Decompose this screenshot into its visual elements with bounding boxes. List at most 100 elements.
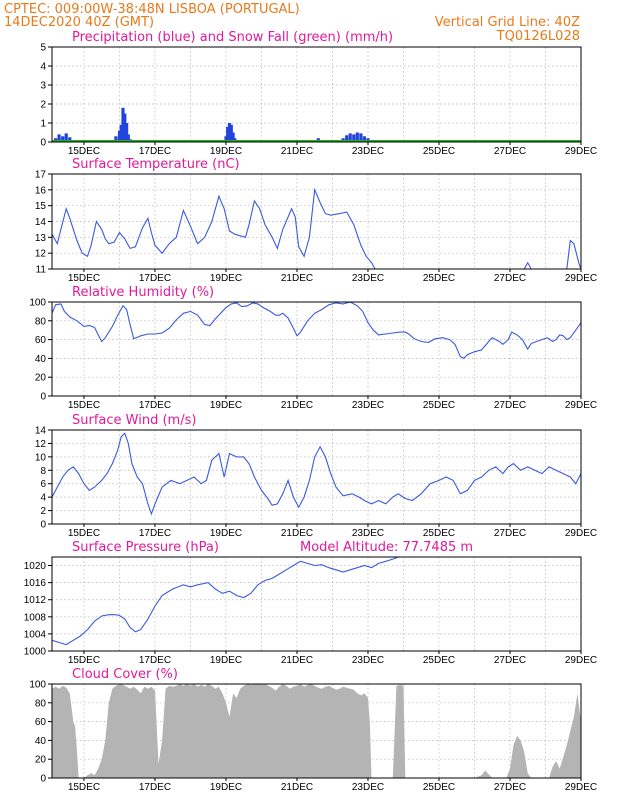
temperature-xtick-label: 27DEC <box>494 273 526 284</box>
precip-bar <box>123 113 127 142</box>
precip-xtick-label: 21DEC <box>281 146 313 157</box>
humidity-frame <box>51 301 582 397</box>
cloud-xtick-label: 21DEC <box>281 782 313 793</box>
cloud-xtick-label: 23DEC <box>352 782 384 793</box>
precip-bar <box>125 123 129 142</box>
pressure-data <box>52 557 399 646</box>
wind-xtick-label: 23DEC <box>352 528 384 539</box>
temperature-ytick-label: 16 <box>35 185 47 196</box>
wind-xtick-label: 25DEC <box>423 528 455 539</box>
precip-frame <box>51 46 582 143</box>
wind-data <box>52 432 581 516</box>
cloud-xtick-label: 27DEC <box>494 782 526 793</box>
temperature-panel-title: Surface Temperature (nC) <box>72 157 240 172</box>
cloud-frame <box>51 683 582 779</box>
wind-panel-title: Surface Wind (m/s) <box>72 413 196 428</box>
precip-bar <box>231 132 235 142</box>
precip-bar <box>126 134 130 142</box>
precip-ytick-label: 2 <box>40 100 46 111</box>
pressure-xtick-label: 25DEC <box>423 655 455 666</box>
wind-xtick-label: 19DEC <box>210 528 242 539</box>
precip-bar <box>227 123 232 142</box>
precip-xtick-label: 23DEC <box>352 146 384 157</box>
precip-xtick-label: 25DEC <box>423 146 455 157</box>
precip-ytick-label: 0 <box>40 138 46 149</box>
humidity-ytick-label: 60 <box>35 335 47 346</box>
humidity-ytick-label: 40 <box>35 354 47 365</box>
humidity-xtick-label: 17DEC <box>139 400 171 411</box>
temperature-ytick-label: 12 <box>35 249 47 260</box>
humidity-ytick-label: 100 <box>29 298 46 309</box>
temperature-ytick-label: 11 <box>36 265 47 276</box>
cloud-ytick-label: 60 <box>35 717 47 728</box>
pressure-panel: 1000 1004 1008 1012 1016 1020 15DEC 17DEC 19DEC 2… <box>24 556 597 666</box>
wind-ytick-label: 12 <box>35 439 47 450</box>
wind-xtick-label: 15DEC <box>68 528 100 539</box>
pressure-series-line <box>52 557 399 646</box>
temperature-xtick-label: 19DEC <box>210 273 242 284</box>
cloud-xtick-label: 19DEC <box>210 782 242 793</box>
temperature-xtick-label: 21DEC <box>281 273 313 284</box>
precip-bar <box>345 135 349 142</box>
cloud-xtick-label: 17DEC <box>139 782 171 793</box>
humidity-xtick-label: 23DEC <box>352 400 384 411</box>
model-altitude-label: Model Altitude: 77.7485 m <box>300 540 473 555</box>
cloud-xtick-label: 25DEC <box>423 782 455 793</box>
temperature-frame <box>51 173 582 270</box>
cloud-ytick-label: 100 <box>29 680 46 691</box>
wind-panel: 0 2 4 6 8 10 12 14 15DEC 17DEC 19DEC 21DEC 23DEC 25DE… <box>35 426 597 540</box>
precip-ytick-label: 3 <box>40 81 46 92</box>
temperature-series-line <box>566 239 581 269</box>
precip-xtick-label: 17DEC <box>139 146 171 157</box>
temperature-ytick-label: 15 <box>35 201 47 212</box>
wind-xtick-label: 21DEC <box>281 528 313 539</box>
humidity-xtick-label: 25DEC <box>423 400 455 411</box>
temperature-ytick-label: 14 <box>35 217 47 228</box>
precip-bar <box>57 134 61 142</box>
precip-bar <box>64 133 68 142</box>
precip-xtick-label: 29DEC <box>565 146 597 157</box>
wind-ytick-label: 2 <box>40 506 46 517</box>
wind-ytick-label: 8 <box>40 466 46 477</box>
cloud-ytick-label: 0 <box>40 774 46 785</box>
temperature-xtick-label: 17DEC <box>139 273 171 284</box>
humidity-xtick-label: 15DEC <box>68 400 100 411</box>
precip-bar <box>355 132 359 142</box>
precip-bar <box>68 137 72 142</box>
precip-bar <box>226 126 230 142</box>
cloud-data <box>52 684 581 778</box>
header-location: CPTEC: 009:00W-38:48N LISBOA (PORTUGAL) <box>4 2 300 17</box>
cloud-xtick-label: 15DEC <box>68 782 100 793</box>
pressure-xtick-label: 19DEC <box>210 655 242 666</box>
pressure-ytick-label: 1004 <box>24 629 47 640</box>
precip-bar <box>362 136 366 142</box>
pressure-xtick-label: 21DEC <box>281 655 313 666</box>
humidity-ytick-label: 0 <box>40 392 46 403</box>
pressure-panel-title: Surface Pressure (hPa) <box>72 540 219 555</box>
humidity-panel: 0 20 40 60 80 100 15DEC 17DEC 19DEC 21DEC 23DEC 25D… <box>29 298 597 412</box>
wind-frame <box>51 429 582 525</box>
cloud-ytick-label: 80 <box>35 698 47 709</box>
wind-ytick-label: 10 <box>35 452 47 463</box>
pressure-frame <box>51 556 582 652</box>
pressure-xtick-label: 17DEC <box>139 655 171 666</box>
precip-xtick-label: 15DEC <box>68 146 100 157</box>
wind-series-line <box>52 432 581 516</box>
pressure-ytick-label: 1000 <box>24 647 47 658</box>
temperature-series-line <box>523 261 532 269</box>
cloud-xtick-label: 29DEC <box>565 782 597 793</box>
pressure-xtick-label: 15DEC <box>68 655 100 666</box>
precip-bar <box>114 136 118 142</box>
humidity-xtick-label: 29DEC <box>565 400 597 411</box>
precip-ytick-label: 5 <box>40 43 46 54</box>
precip-panel: 0 1 2 3 4 5 15DEC 17DEC 19DEC 21DEC 23DEC 25DEC 27DE… <box>40 43 597 158</box>
pressure-xtick-label: 27DEC <box>494 655 526 666</box>
pressure-ytick-label: 1016 <box>24 578 47 589</box>
cloud-panel: 0 20 40 60 80 100 15DEC 17DEC 19DEC 21DEC 23DEC 25D… <box>29 680 597 794</box>
wind-ytick-label: 0 <box>40 520 46 531</box>
humidity-xtick-label: 19DEC <box>210 400 242 411</box>
precip-ytick-label: 1 <box>40 119 46 130</box>
humidity-xtick-label: 21DEC <box>281 400 313 411</box>
precip-panel-title: Precipitation (blue) and Snow Fall (gree… <box>72 30 393 45</box>
